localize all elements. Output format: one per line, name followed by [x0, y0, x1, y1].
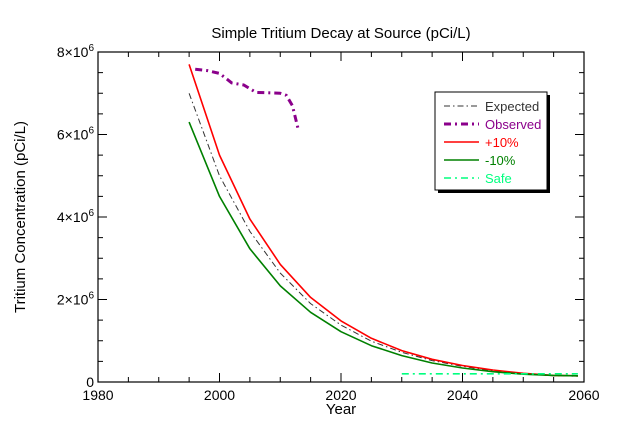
x-tick-label: 1980: [82, 387, 113, 403]
x-tick-label: 2060: [568, 387, 599, 403]
y-tick-label: 8×106: [57, 43, 95, 60]
legend: Expected Observed +10% -10% Safe: [434, 91, 550, 193]
chart-title: Simple Tritium Decay at Source (pCi/L): [211, 25, 470, 42]
x-axis-label: Year: [326, 401, 356, 418]
y-tick-label: 2×106: [57, 291, 95, 308]
y-tick-label: 4×106: [57, 208, 95, 225]
x-tick-label: 2000: [204, 387, 235, 403]
y-tick-label: 0: [86, 374, 94, 390]
legend-label: Expected: [485, 99, 539, 114]
y-axis: 0 2×106 4×106 6×106 8×106: [57, 43, 584, 390]
legend-label: Observed: [485, 117, 541, 132]
x-tick-label: 2020: [325, 387, 356, 403]
legend-label: Safe: [485, 171, 512, 186]
series-line-1: [195, 67, 300, 131]
y-tick-label: 6×106: [57, 126, 95, 143]
series-line-3: [188, 121, 578, 377]
x-tick-label: 2040: [447, 387, 478, 403]
legend-box: [434, 91, 548, 191]
legend-label: +10%: [485, 135, 519, 150]
series-line-2: [188, 64, 578, 377]
series-layer: [188, 64, 578, 377]
legend-label: -10%: [485, 153, 516, 168]
x-axis: 1980 2000 2020 2040 2060: [82, 52, 600, 403]
y-axis-label: Tritium Concentration (pCi/L): [12, 121, 29, 313]
